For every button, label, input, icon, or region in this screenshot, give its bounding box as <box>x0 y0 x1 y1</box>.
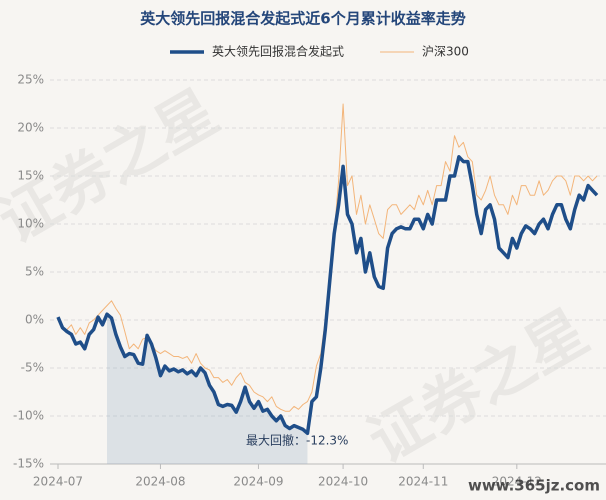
y-tick-label: -15% <box>13 457 44 471</box>
x-tick-label: 2024-10 <box>318 475 368 489</box>
watermark: 证券之星 <box>357 297 600 478</box>
series-line <box>56 155 599 436</box>
legend-label: 英大领先回报混合发起式 <box>212 44 344 59</box>
x-tick-label: 2024-11 <box>398 475 448 489</box>
chart-title: 英大领先回报混合发起式近6个月累计收益率走势 <box>140 10 465 28</box>
y-tick-label: 10% <box>17 217 44 231</box>
x-tick-label: 2024-08 <box>135 475 185 489</box>
y-tick-label: 25% <box>17 73 44 87</box>
drawdown-area <box>107 314 308 464</box>
x-tick-label: 2024-07 <box>33 475 83 489</box>
y-tick-label: 15% <box>17 169 44 183</box>
y-tick-label: 5% <box>25 265 44 279</box>
legend-label: 沪深300 <box>422 45 469 59</box>
y-tick-label: -5% <box>21 361 44 375</box>
y-tick-label: 0% <box>25 313 44 327</box>
x-tick-label: 2024-12 <box>492 475 542 489</box>
y-tick-label: -10% <box>13 409 44 423</box>
annotation: 最大回撤：-12.3% <box>246 433 348 448</box>
y-tick-label: 20% <box>17 121 44 135</box>
site-mark: www.365jz.com <box>468 477 600 495</box>
x-tick-label: 2024-09 <box>233 475 283 489</box>
